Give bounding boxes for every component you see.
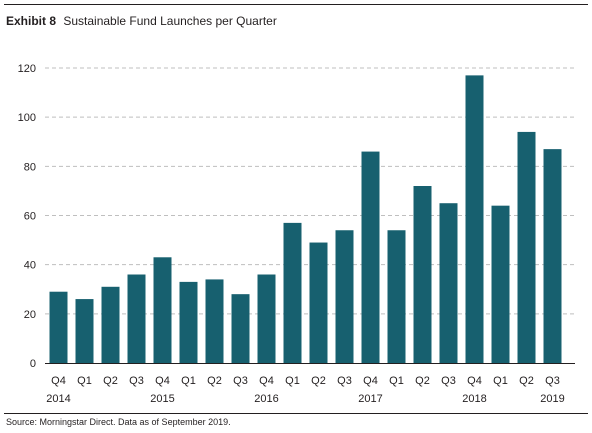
y-axis-ticks: 0 20 40 60 80 100 120	[18, 63, 36, 370]
chart-header: Exhibit 8 Sustainable Fund Launches per …	[6, 13, 277, 29]
bar	[231, 294, 250, 363]
bar	[413, 186, 432, 363]
y-tick-label: 20	[24, 309, 36, 321]
bar	[387, 230, 406, 363]
exhibit-label: Exhibit 8	[6, 14, 57, 28]
x-tick-quarter-label: Q3	[441, 375, 456, 387]
x-tick-year-label: 2015	[150, 393, 174, 405]
y-tick-label: 60	[24, 211, 36, 223]
top-rule	[4, 4, 588, 5]
y-tick-label: 80	[24, 161, 36, 173]
x-tick-quarter-label: Q4	[467, 375, 482, 387]
x-tick-quarter-label: Q4	[51, 375, 66, 387]
x-tick-quarter-label: Q2	[103, 375, 118, 387]
x-tick-quarter-label: Q2	[519, 375, 534, 387]
x-tick-quarter-label: Q2	[207, 375, 222, 387]
x-tick-quarter-label: Q3	[337, 375, 352, 387]
x-tick-quarter-label: Q4	[363, 375, 378, 387]
bar	[439, 203, 458, 363]
bar	[153, 257, 172, 363]
x-tick-quarter-label: Q2	[415, 375, 430, 387]
bar	[335, 230, 354, 363]
bar	[257, 274, 276, 363]
x-tick-year-label: 2019	[540, 393, 564, 405]
x-tick-quarter-label: Q4	[259, 375, 274, 387]
x-tick-year-label: 2018	[462, 393, 486, 405]
source-note: Source: Morningstar Direct. Data as of S…	[6, 417, 231, 427]
x-tick-quarter-label: Q1	[389, 375, 404, 387]
bars	[49, 75, 562, 364]
bottom-rule	[4, 413, 588, 414]
x-tick-year-label: 2017	[358, 393, 382, 405]
bar	[127, 274, 146, 363]
bar	[309, 242, 328, 363]
y-tick-label: 120	[18, 63, 36, 75]
bar	[465, 75, 484, 364]
y-tick-label: 100	[18, 112, 36, 124]
x-tick-quarter-label: Q3	[129, 375, 144, 387]
bar	[179, 281, 198, 364]
bar	[361, 151, 380, 363]
bar	[543, 149, 562, 364]
x-tick-year-label: 2014	[46, 393, 70, 405]
y-tick-label: 40	[24, 260, 36, 272]
bar	[517, 131, 536, 363]
x-tick-quarter-label: Q3	[233, 375, 248, 387]
bar	[491, 205, 510, 363]
bar	[283, 222, 302, 364]
bar	[75, 299, 94, 363]
x-tick-quarter-label: Q1	[493, 375, 508, 387]
x-tick-quarter-label: Q3	[545, 375, 560, 387]
x-tick-quarter-label: Q4	[155, 375, 170, 387]
x-tick-quarter-label: Q1	[77, 375, 92, 387]
x-tick-quarter-label: Q1	[285, 375, 300, 387]
x-tick-year-label: 2016	[254, 393, 278, 405]
x-tick-quarter-label: Q2	[311, 375, 326, 387]
chart-title: Sustainable Fund Launches per Quarter	[63, 14, 277, 28]
bar	[205, 279, 224, 363]
x-tick-quarter-label: Q1	[181, 375, 196, 387]
bar	[101, 286, 120, 363]
gridlines	[45, 67, 575, 315]
bar	[49, 291, 68, 363]
x-axis-ticks: Q4 2014 Q1 Q2 Q3 Q4 2015 Q1 Q2 Q3 Q4 2016 Q1 Q2 Q3 Q4 20…	[45, 363, 575, 405]
y-tick-label: 0	[30, 358, 36, 370]
